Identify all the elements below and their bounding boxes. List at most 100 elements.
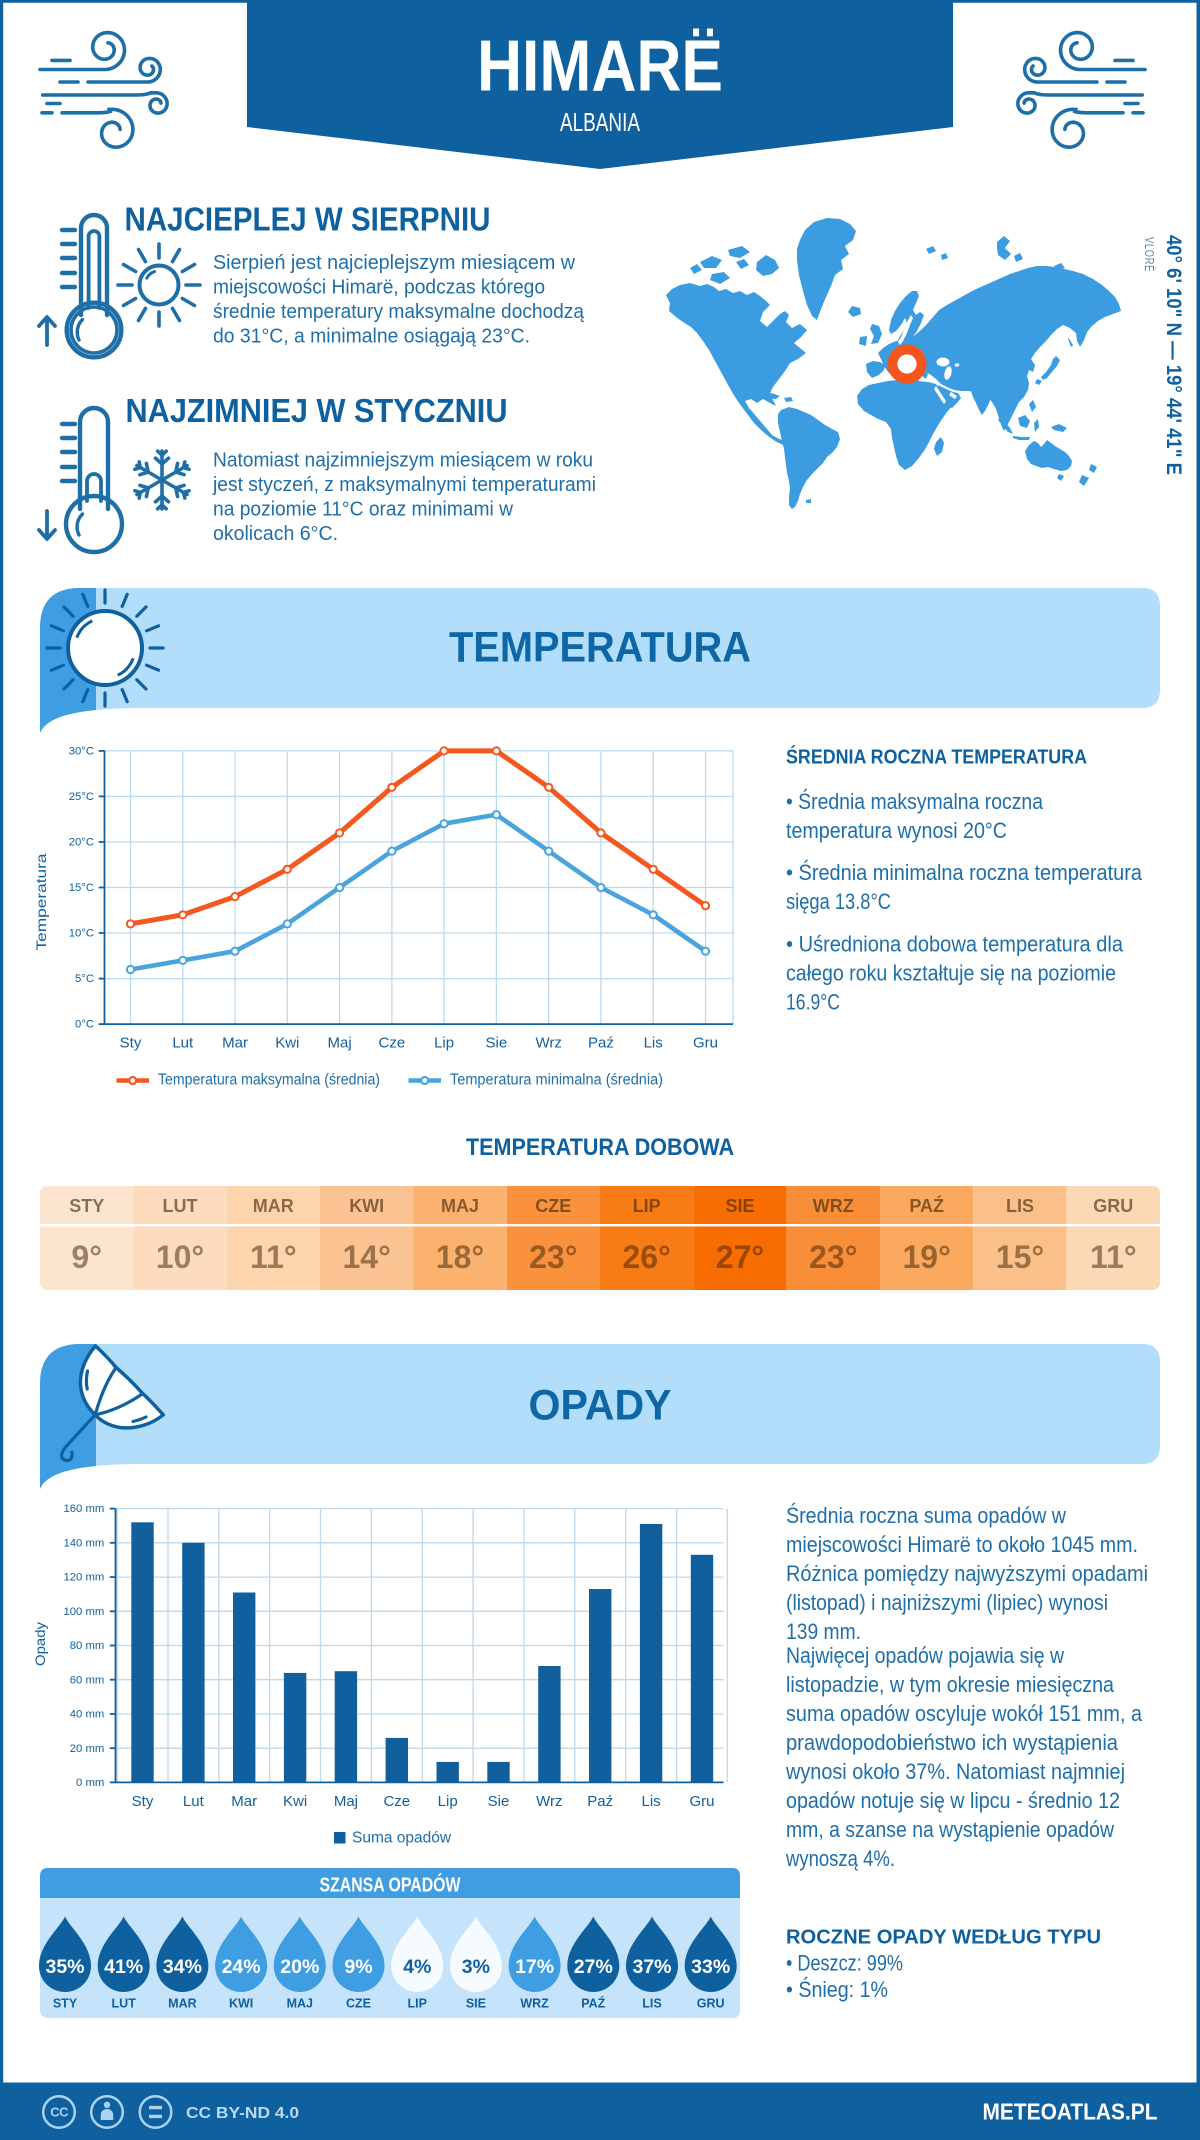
svg-text:40 mm: 40 mm: [70, 1709, 105, 1721]
svg-text:Średnia roczna suma opadów w: Średnia roczna suma opadów w: [786, 1503, 1066, 1528]
svg-text:20%: 20%: [280, 1956, 319, 1978]
svg-text:17%: 17%: [515, 1956, 554, 1978]
svg-text:Cze: Cze: [383, 1793, 410, 1810]
svg-text:Cze: Cze: [379, 1035, 406, 1052]
svg-text:WRZ: WRZ: [813, 1196, 854, 1216]
svg-text:NAJCIEPLEJ W SIERPNIU: NAJCIEPLEJ W SIERPNIU: [125, 201, 491, 238]
svg-text:okolicach 6°C.: okolicach 6°C.: [213, 523, 338, 545]
svg-text:CC BY-ND 4.0: CC BY-ND 4.0: [186, 2105, 299, 2122]
svg-text:miejscowości Himarë, podczas k: miejscowości Himarë, podczas którego: [213, 276, 545, 298]
svg-text:23°: 23°: [529, 1239, 577, 1275]
svg-text:GRU: GRU: [697, 1997, 725, 2011]
svg-text:sięga 13.8°C: sięga 13.8°C: [786, 889, 891, 914]
svg-text:Natomiast najzimniejszym miesi: Natomiast najzimniejszym miesiącem w rok…: [213, 449, 593, 471]
svg-text:Lip: Lip: [434, 1035, 454, 1052]
svg-text:16.9°C: 16.9°C: [786, 990, 840, 1015]
svg-text:30°C: 30°C: [69, 745, 94, 757]
svg-text:60 mm: 60 mm: [70, 1674, 105, 1686]
svg-text:Sierpień jest najcieplejszym m: Sierpień jest najcieplejszym miesiącem w: [213, 252, 576, 274]
svg-text:miejscowości Himarë to około 1: miejscowości Himarë to około 1045 mm.: [786, 1532, 1138, 1557]
svg-text:120 mm: 120 mm: [63, 1572, 104, 1584]
svg-text:jest styczeń, z maksymalnymi t: jest styczeń, z maksymalnymi temperatura…: [212, 474, 596, 496]
svg-text:STY: STY: [53, 1997, 78, 2011]
svg-text:14°: 14°: [343, 1239, 391, 1275]
svg-text:Suma opadów: Suma opadów: [352, 1830, 452, 1847]
svg-text:HIMARË: HIMARË: [477, 27, 723, 107]
svg-text:NAJZIMNIEJ W STYCZNIU: NAJZIMNIEJ W STYCZNIU: [126, 392, 508, 429]
svg-text:ROCZNE OPADY WEDŁUG TYPU: ROCZNE OPADY WEDŁUG TYPU: [786, 1926, 1101, 1948]
svg-text:do 31°C, a minimalne osiągają: do 31°C, a minimalne osiągają 23°C.: [213, 326, 530, 348]
svg-text:(listopad) i najniższymi (lipi: (listopad) i najniższymi (lipiec) wynosi: [786, 1590, 1108, 1615]
svg-text:ALBANIA: ALBANIA: [560, 107, 640, 137]
svg-text:OPADY: OPADY: [529, 1382, 672, 1430]
svg-text:41%: 41%: [104, 1956, 143, 1978]
svg-text:Kwi: Kwi: [275, 1035, 299, 1052]
svg-text:5°C: 5°C: [75, 973, 94, 985]
svg-text:Lip: Lip: [438, 1793, 458, 1810]
svg-text:LUT: LUT: [112, 1997, 137, 2011]
svg-text:Najwięcej opadów pojawia się w: Najwięcej opadów pojawia się w: [786, 1643, 1064, 1668]
svg-text:18°: 18°: [436, 1239, 484, 1275]
svg-text:23°: 23°: [809, 1239, 857, 1275]
svg-text:Mar: Mar: [222, 1035, 248, 1052]
svg-text:TEMPERATURA: TEMPERATURA: [449, 624, 751, 672]
svg-text:80 mm: 80 mm: [70, 1640, 105, 1652]
svg-text:Paź: Paź: [588, 1035, 614, 1052]
svg-text:Opady: Opady: [32, 1622, 48, 1666]
svg-text:Lut: Lut: [183, 1793, 205, 1810]
svg-text:średnie temperatury maksymalne: średnie temperatury maksymalne dochodzą: [213, 301, 585, 323]
svg-text:TEMPERATURA DOBOWA: TEMPERATURA DOBOWA: [466, 1134, 734, 1161]
svg-text:Maj: Maj: [334, 1793, 358, 1810]
svg-text:27°: 27°: [716, 1239, 764, 1275]
svg-text:listopadzie, w tym okresie mie: listopadzie, w tym okresie miesięczna: [786, 1672, 1115, 1697]
svg-text:10°: 10°: [156, 1239, 204, 1275]
svg-text:całego roku kształtuje się na: całego roku kształtuje się na poziomie: [786, 961, 1116, 986]
svg-text:Lis: Lis: [642, 1793, 661, 1810]
svg-text:40° 6' 10" N — 19° 44' 41" E: 40° 6' 10" N — 19° 44' 41" E: [1162, 235, 1185, 475]
svg-text:24%: 24%: [222, 1956, 261, 1978]
svg-text:WRZ: WRZ: [520, 1997, 549, 2011]
svg-text:opadów notuje się w lipcu - śr: opadów notuje się w lipcu - średnio 12: [786, 1788, 1120, 1813]
svg-text:20 mm: 20 mm: [70, 1743, 105, 1755]
svg-text:10°C: 10°C: [69, 928, 94, 940]
svg-text:Gru: Gru: [689, 1793, 714, 1810]
svg-text:• Śnieg: 1%: • Śnieg: 1%: [786, 1977, 888, 2002]
svg-text:20°C: 20°C: [69, 836, 94, 848]
svg-text:• Średnia maksymalna roczna: • Średnia maksymalna roczna: [786, 789, 1044, 814]
svg-text:CZE: CZE: [346, 1997, 371, 2011]
svg-text:3%: 3%: [462, 1956, 490, 1978]
svg-text:Wrz: Wrz: [536, 1793, 562, 1810]
svg-text:• Uśredniona dobowa temperatur: • Uśredniona dobowa temperatura dla: [786, 932, 1124, 957]
svg-text:STY: STY: [69, 1196, 104, 1216]
svg-text:26°: 26°: [623, 1239, 671, 1275]
svg-text:• Średnia minimalna roczna tem: • Średnia minimalna roczna temperatura: [786, 860, 1143, 885]
svg-text:0 mm: 0 mm: [76, 1777, 104, 1789]
svg-text:na poziomie 11°C oraz minimami: na poziomie 11°C oraz minimami w: [213, 499, 514, 521]
svg-text:Temperatura maksymalna (średni: Temperatura maksymalna (średnia): [158, 1071, 380, 1088]
svg-text:Mar: Mar: [231, 1793, 257, 1810]
svg-text:mm, a szanse na wystąpienie op: mm, a szanse na wystąpienie opadów: [786, 1817, 1114, 1842]
svg-text:LIP: LIP: [407, 1997, 426, 2011]
svg-text:MAJ: MAJ: [441, 1196, 479, 1216]
svg-text:34%: 34%: [163, 1956, 202, 1978]
svg-text:Wrz: Wrz: [535, 1035, 561, 1052]
svg-text:wynoszą 4%.: wynoszą 4%.: [785, 1846, 895, 1871]
svg-text:MAR: MAR: [168, 1997, 196, 2011]
svg-text:160 mm: 160 mm: [63, 1503, 104, 1515]
svg-text:LIS: LIS: [642, 1997, 661, 2011]
svg-text:37%: 37%: [632, 1956, 671, 1978]
svg-text:SIE: SIE: [725, 1196, 754, 1216]
svg-text:KWI: KWI: [229, 1997, 253, 2011]
svg-text:Kwi: Kwi: [283, 1793, 307, 1810]
svg-text:MAR: MAR: [253, 1196, 294, 1216]
svg-text:33%: 33%: [691, 1956, 730, 1978]
svg-text:Sty: Sty: [132, 1793, 154, 1810]
svg-text:Maj: Maj: [327, 1035, 351, 1052]
svg-text:KWI: KWI: [349, 1196, 384, 1216]
svg-text:0°C: 0°C: [75, 1019, 94, 1031]
svg-text:suma opadów oscyluje wokół 151: suma opadów oscyluje wokół 151 mm, a: [786, 1701, 1143, 1726]
svg-text:temperatura wynosi 20°C: temperatura wynosi 20°C: [786, 818, 1007, 843]
svg-text:PAŹ: PAŹ: [909, 1195, 944, 1216]
svg-text:wynosi około 37%. Natomiast na: wynosi około 37%. Natomiast najmniej: [785, 1759, 1125, 1784]
svg-text:4%: 4%: [403, 1956, 431, 1978]
